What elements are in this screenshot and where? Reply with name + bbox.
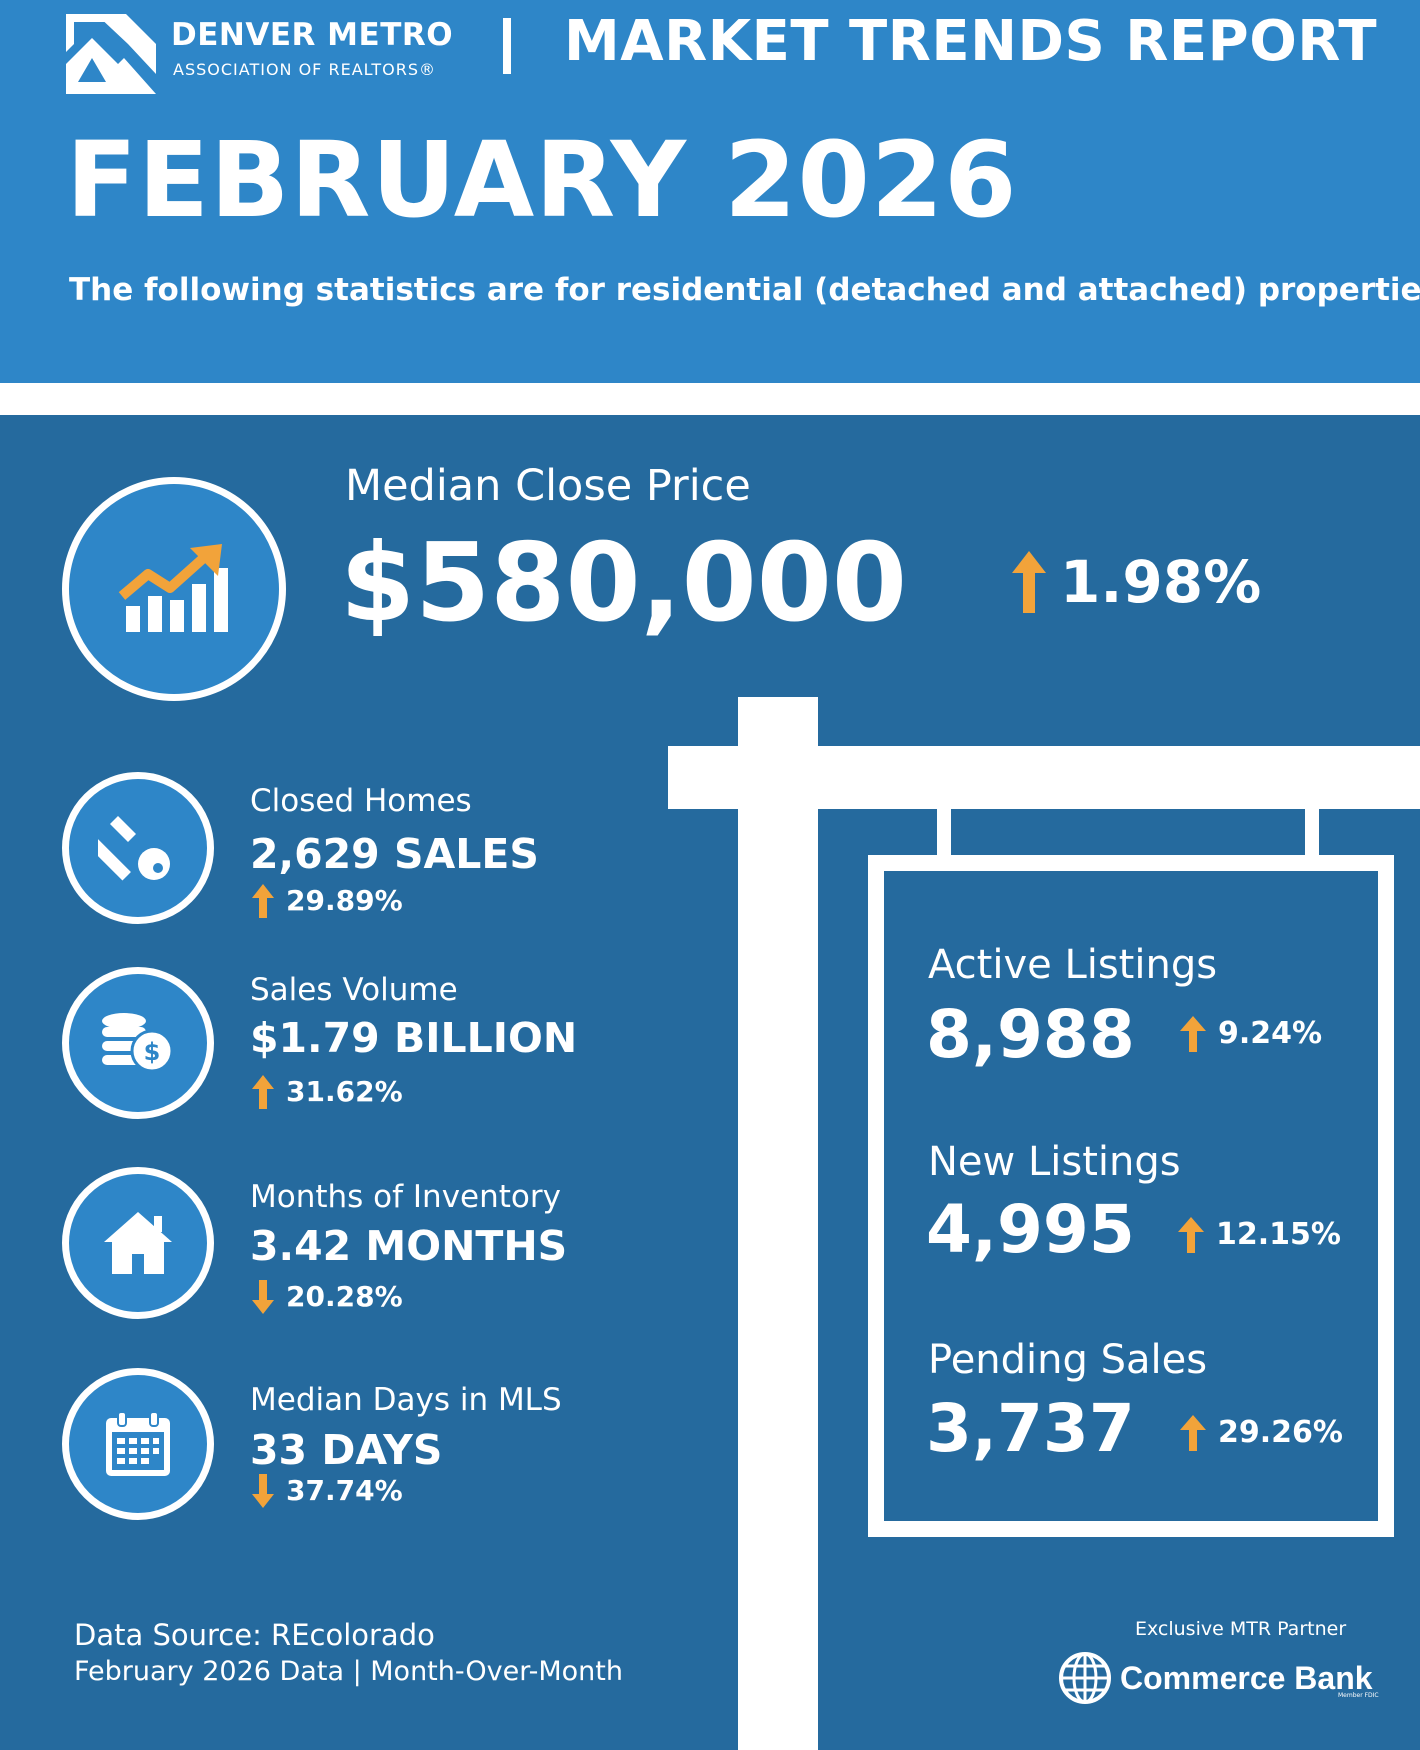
sign-stat-change: 29.26% — [1180, 1415, 1343, 1451]
sign-stat-value: 8,988 — [926, 996, 1135, 1073]
headline-change: 1.98% — [1012, 551, 1261, 613]
report-title: MARKET TRENDS REPORT — [564, 9, 1378, 74]
calendar-icon — [62, 1368, 214, 1520]
arrow-up-icon — [1180, 1415, 1206, 1451]
stat-value: 2,629 SALES — [250, 830, 539, 878]
sign-stat-label: Active Listings — [928, 942, 1218, 988]
sign-stat-change: 12.15% — [1178, 1217, 1341, 1253]
stat-value: $1.79 BILLION — [250, 1014, 578, 1062]
commerce-bank-logo: Commerce Bank — [1058, 1651, 1373, 1705]
globe-icon — [1059, 1652, 1111, 1704]
partner-label: Exclusive MTR Partner — [1135, 1618, 1347, 1640]
stat-label: Sales Volume — [250, 972, 458, 1008]
month-title: FEBRUARY 2026 — [66, 119, 1018, 241]
sign-board — [884, 871, 1378, 1521]
stat-value: 3.42 MONTHS — [250, 1222, 568, 1270]
coins-icon: $ — [62, 967, 214, 1119]
sign-stat-label: New Listings — [928, 1139, 1181, 1185]
org-subtitle: ASSOCIATION OF REALTORS® — [173, 60, 436, 79]
report-subtitle: The following statistics are for residen… — [69, 272, 1420, 308]
sign-stat-change-pct: 12.15% — [1216, 1217, 1341, 1252]
report-header: DENVER METRO ASSOCIATION OF REALTORS® MA… — [0, 0, 1420, 383]
sign-stat-change: 9.24% — [1180, 1016, 1322, 1052]
sign-hanger — [937, 809, 951, 855]
arrow-down-icon — [252, 1474, 274, 1508]
arrow-up-icon — [1180, 1016, 1206, 1052]
dmar-logo-icon — [66, 14, 156, 94]
data-source: Data Source: REcolorado — [74, 1618, 435, 1652]
stat-value: 33 DAYS — [250, 1426, 443, 1474]
arrow-up-icon — [252, 884, 274, 918]
stat-change: 31.62% — [252, 1075, 403, 1109]
org-name: DENVER METRO — [171, 17, 454, 53]
sign-post — [738, 697, 818, 1750]
stat-label: Closed Homes — [250, 783, 472, 819]
sign-stat-value: 3,737 — [926, 1390, 1135, 1467]
headline-value: $580,000 — [340, 521, 908, 646]
sign-stat-change-pct: 29.26% — [1218, 1415, 1343, 1450]
sign-stat-value: 4,995 — [926, 1191, 1135, 1268]
header-divider — [503, 18, 511, 74]
stat-change: 20.28% — [252, 1280, 403, 1314]
headline-label: Median Close Price — [345, 461, 751, 511]
house-icon — [62, 1167, 214, 1319]
data-period: February 2026 Data | Month-Over-Month — [74, 1656, 623, 1687]
stat-change: 29.89% — [252, 884, 403, 918]
key-icon — [62, 772, 214, 924]
headline-change-pct: 1.98% — [1060, 548, 1262, 616]
svg-text:$: $ — [144, 1038, 161, 1066]
arrow-up-icon — [1012, 551, 1046, 613]
stat-change-pct: 20.28% — [286, 1280, 403, 1313]
arrow-up-icon — [252, 1075, 274, 1109]
stat-change-pct: 31.62% — [286, 1075, 403, 1108]
stat-change: 37.74% — [252, 1474, 403, 1508]
stat-change-pct: 29.89% — [286, 884, 403, 917]
sign-stat-label: Pending Sales — [928, 1337, 1208, 1383]
sign-arm — [668, 746, 1420, 809]
stat-label: Median Days in MLS — [250, 1382, 562, 1418]
sign-hanger — [1305, 809, 1319, 855]
arrow-down-icon — [252, 1280, 274, 1314]
arrow-up-icon — [1178, 1217, 1204, 1253]
stat-label: Months of Inventory — [250, 1179, 561, 1215]
member-fdic: Member FDIC — [1338, 1692, 1379, 1699]
rising-chart-icon — [62, 477, 286, 701]
partner-name: Commerce Bank — [1120, 1660, 1373, 1696]
sign-stat-change-pct: 9.24% — [1218, 1016, 1323, 1051]
stat-change-pct: 37.74% — [286, 1474, 403, 1507]
